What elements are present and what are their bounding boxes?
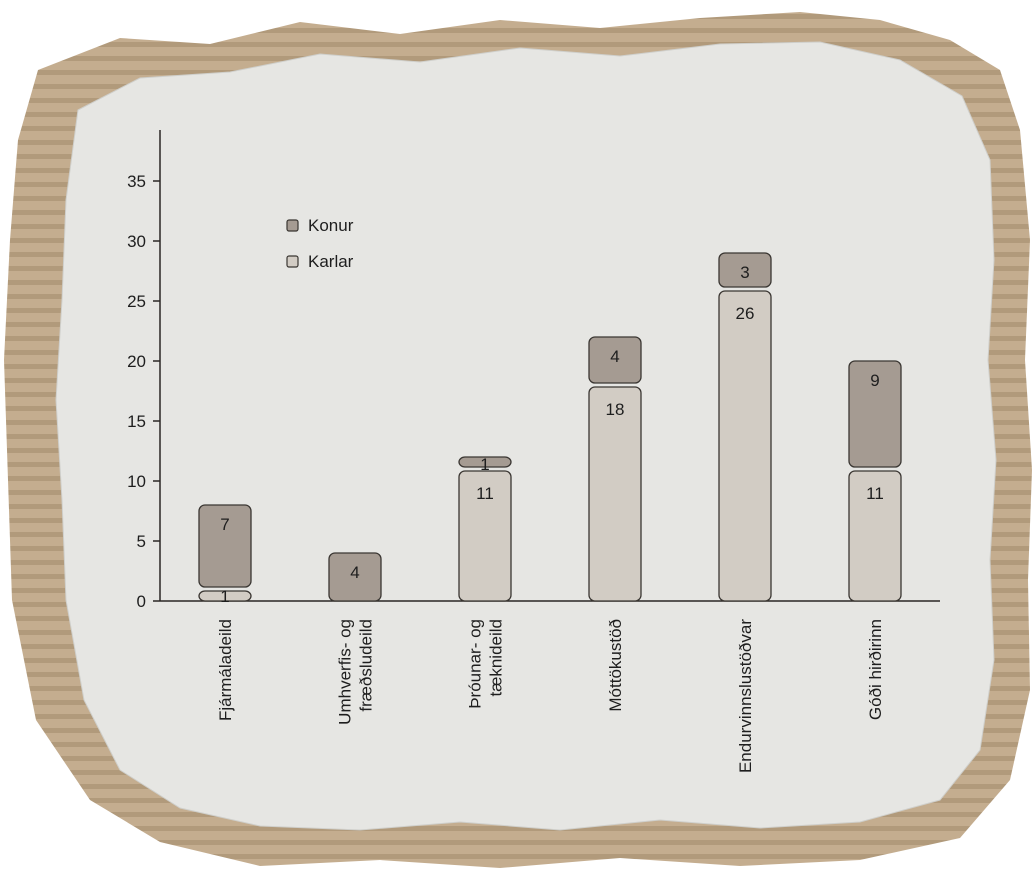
bar-karlar <box>458 470 512 602</box>
category-label: Endurvinnslustöðvar <box>736 619 755 773</box>
category-label-line: Góði hirðirinn <box>866 619 885 720</box>
bar-karlar <box>718 290 772 602</box>
data-label-konur: 7 <box>220 515 229 534</box>
data-label-karlar: 1 <box>220 587 229 606</box>
category-label-line: Þróunar- og <box>466 619 485 709</box>
data-label-konur: 4 <box>350 563 359 582</box>
paper-background <box>55 41 997 831</box>
data-label-konur: 3 <box>740 263 749 282</box>
category-label: Móttökustöð <box>606 619 625 712</box>
data-label-karlar: 11 <box>476 484 494 503</box>
y-tick-label: 0 <box>137 592 146 611</box>
category-label-line: Móttökustöð <box>606 619 625 712</box>
bar-konur <box>458 456 512 468</box>
bar-karlar <box>198 590 252 602</box>
data-label-karlar: 18 <box>606 400 625 419</box>
bar-konur <box>848 360 902 468</box>
y-tick-label: 20 <box>127 352 146 371</box>
bar-karlar <box>588 386 642 602</box>
legend-swatch-konur <box>286 219 299 232</box>
category-label-line: fræðsludeild <box>357 619 376 712</box>
legend-label-karlar: Karlar <box>308 252 354 271</box>
y-tick-label: 15 <box>127 412 146 431</box>
data-label-karlar: 11 <box>866 484 884 503</box>
bar-konur <box>198 504 252 588</box>
data-label-konur: 9 <box>870 371 879 390</box>
y-tick-label: 5 <box>137 532 146 551</box>
category-label: Góði hirðirinn <box>866 619 885 720</box>
bar-konur <box>328 552 382 602</box>
data-label-konur: 1 <box>480 455 489 474</box>
category-label-line: Fjármáladeild <box>216 619 235 721</box>
category-label-line: Umhverfis- og <box>336 619 355 725</box>
data-label-konur: 4 <box>610 347 619 366</box>
y-tick-label: 10 <box>127 472 146 491</box>
category-label: Umhverfis- og fræðsludeild <box>336 619 376 725</box>
category-label-line: tæknideild <box>487 619 506 697</box>
category-label: Þróunar- og tæknideild <box>466 619 506 709</box>
legend-swatch-karlar <box>286 255 299 268</box>
bar-konur <box>588 336 642 384</box>
legend-label-konur: Konur <box>308 216 354 235</box>
y-tick-label: 25 <box>127 292 146 311</box>
category-label: Fjármáladeild <box>216 619 235 721</box>
category-labels: Fjármáladeild Umhverfis- og fræðsludeild Þr… <box>216 619 885 773</box>
y-tick-label: 35 <box>127 172 146 191</box>
category-label-line: Endurvinnslustöðvar <box>736 619 755 773</box>
data-label-karlar: 26 <box>736 304 755 323</box>
chart-legend: Konur Karlar <box>286 216 354 271</box>
y-tick-label: 30 <box>127 232 146 251</box>
bar-konur <box>718 252 772 288</box>
bar-karlar <box>848 470 902 602</box>
axes-layer: 0 5 10 15 20 25 30 35 <box>127 130 940 611</box>
